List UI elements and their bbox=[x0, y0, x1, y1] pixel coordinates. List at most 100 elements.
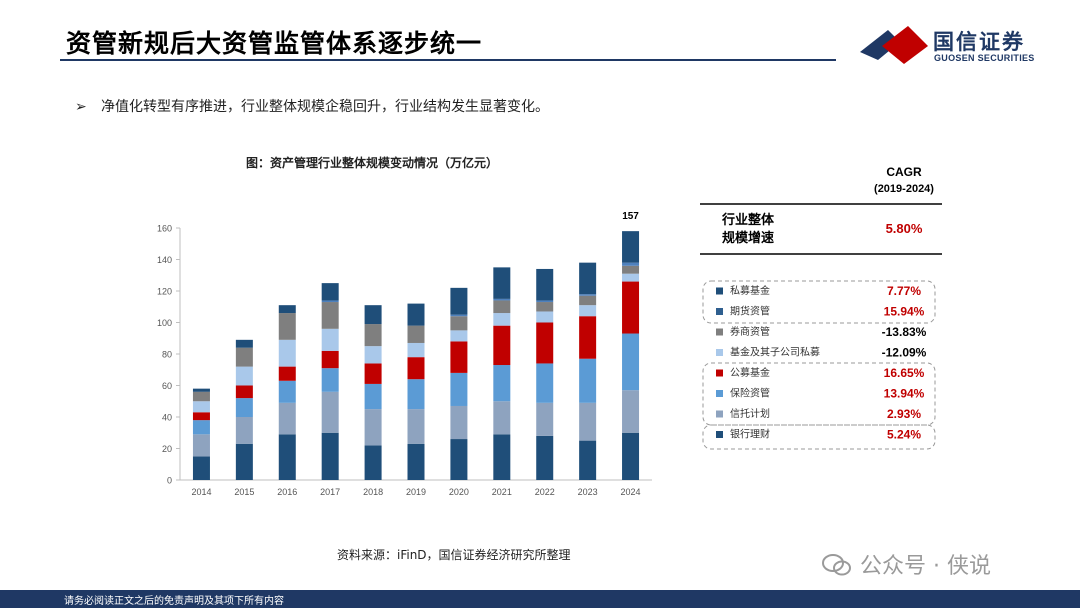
bar-segment bbox=[278, 434, 296, 480]
watermark: 公众号 · 侠说 bbox=[822, 548, 991, 580]
bar-segment bbox=[364, 346, 382, 364]
bar-segment bbox=[622, 273, 640, 282]
bar-segment bbox=[493, 267, 511, 299]
x-tick-label: 2015 bbox=[234, 487, 254, 497]
bar-segment bbox=[278, 366, 296, 381]
bar-segment bbox=[321, 391, 339, 433]
cagr-value: 15.94% bbox=[884, 305, 925, 319]
legend-label: 基金及其子公司私募 bbox=[730, 346, 820, 359]
bar-segment bbox=[579, 262, 597, 295]
y-tick-label: 40 bbox=[162, 413, 172, 423]
cagr-header-line2: (2019-2024) bbox=[874, 183, 934, 195]
bar-segment bbox=[450, 330, 468, 342]
bar-segment bbox=[407, 342, 425, 358]
bar-segment bbox=[407, 303, 425, 326]
x-tick-label: 2022 bbox=[535, 487, 555, 497]
bar-segment bbox=[407, 379, 425, 410]
y-tick-label: 120 bbox=[157, 287, 172, 297]
bar-segment bbox=[407, 357, 425, 380]
x-tick-label: 2017 bbox=[320, 487, 340, 497]
bar-segment bbox=[321, 328, 339, 351]
bar-segment bbox=[579, 295, 597, 306]
overall-label-line1: 行业整体 bbox=[721, 212, 775, 227]
cagr-value: 13.94% bbox=[884, 387, 925, 401]
cagr-header-line1: CAGR bbox=[886, 165, 922, 179]
title-divider bbox=[60, 59, 836, 61]
bar-segment bbox=[450, 372, 468, 406]
logo-text-en: GUOSEN SECURITIES bbox=[934, 53, 1035, 63]
bar-segment bbox=[192, 388, 210, 392]
x-tick-label: 2018 bbox=[363, 487, 383, 497]
y-tick-label: 80 bbox=[162, 350, 172, 360]
bar-segment bbox=[235, 366, 253, 386]
bar-segment bbox=[278, 339, 296, 367]
x-tick-label: 2016 bbox=[277, 487, 297, 497]
x-tick-label: 2020 bbox=[449, 487, 469, 497]
cagr-value: 16.65% bbox=[884, 366, 925, 380]
bar-segment bbox=[622, 281, 640, 334]
bar-segment bbox=[493, 313, 511, 326]
bar-segment bbox=[450, 316, 468, 331]
cagr-value: -12.09% bbox=[882, 346, 927, 360]
chart-title: 图：资产管理行业整体规模变动情况（万亿元） bbox=[246, 156, 499, 170]
legend-swatch bbox=[716, 410, 723, 418]
x-tick-label: 2021 bbox=[492, 487, 512, 497]
bar-segment bbox=[321, 302, 339, 329]
bar-segment bbox=[622, 390, 640, 433]
legend-swatch bbox=[716, 287, 723, 295]
bar-segment bbox=[407, 325, 425, 343]
cagr-value: 2.93% bbox=[887, 407, 921, 421]
bar-segment bbox=[321, 300, 339, 303]
wechat-icon bbox=[822, 554, 851, 576]
bar-segment bbox=[278, 313, 296, 340]
legend-swatch bbox=[716, 390, 723, 397]
legend-swatch bbox=[716, 328, 723, 336]
bar-segment bbox=[493, 298, 511, 301]
legend-label: 券商资管 bbox=[730, 325, 770, 338]
footer-disclaimer: 请务必阅读正文之后的免责声明及其项下所有内容 bbox=[64, 596, 284, 607]
bar-segment bbox=[278, 305, 296, 314]
bar-segment bbox=[536, 302, 554, 312]
bar-segment bbox=[192, 420, 210, 435]
bar-segment bbox=[622, 432, 640, 480]
x-tick-label: 2019 bbox=[406, 487, 426, 497]
bar-segment bbox=[622, 231, 640, 263]
footer-bar bbox=[0, 590, 1080, 608]
x-tick-label: 2023 bbox=[578, 487, 598, 497]
bar-segment bbox=[321, 368, 339, 392]
group-box-1 bbox=[702, 280, 936, 324]
bar-segment bbox=[450, 405, 468, 440]
overall-cagr-value: 5.80% bbox=[886, 221, 923, 236]
y-tick-label: 160 bbox=[157, 224, 172, 234]
x-tick-label: 2014 bbox=[191, 487, 211, 497]
bar-segment bbox=[579, 316, 597, 359]
bar-segment bbox=[364, 445, 382, 480]
bar-segment bbox=[364, 324, 382, 347]
bar-segment bbox=[493, 401, 511, 435]
bar-segment bbox=[579, 440, 597, 480]
bar-segment bbox=[192, 412, 210, 421]
bar-segment bbox=[493, 300, 511, 314]
overall-label-line2: 规模增速 bbox=[722, 230, 774, 245]
bar-segment bbox=[493, 365, 511, 402]
bar-segment bbox=[192, 391, 210, 402]
bar-segment bbox=[321, 350, 339, 369]
bar-segment bbox=[450, 439, 468, 480]
bar-segment bbox=[364, 363, 382, 384]
legend-swatch bbox=[716, 431, 723, 438]
stacked-bar-chart: 0 20 40 60 80 100 120 140 160 2014 2015 2016 2017 201… bbox=[157, 211, 652, 497]
y-tick-label: 20 bbox=[162, 444, 172, 454]
bar-segment bbox=[579, 358, 597, 403]
bar-segment bbox=[622, 333, 640, 391]
legend-label: 银行理财 bbox=[730, 428, 770, 441]
bar-segment bbox=[450, 287, 468, 315]
legend-swatch bbox=[716, 349, 723, 356]
cagr-value: 5.24% bbox=[887, 428, 921, 442]
bar-segment bbox=[536, 322, 554, 364]
legend-label: 信托计划 bbox=[730, 407, 770, 420]
y-tick-label: 140 bbox=[157, 255, 172, 265]
bar-segment bbox=[278, 380, 296, 403]
bar-segment bbox=[407, 443, 425, 480]
bar-segment bbox=[579, 305, 597, 317]
bar-segment bbox=[450, 314, 468, 317]
